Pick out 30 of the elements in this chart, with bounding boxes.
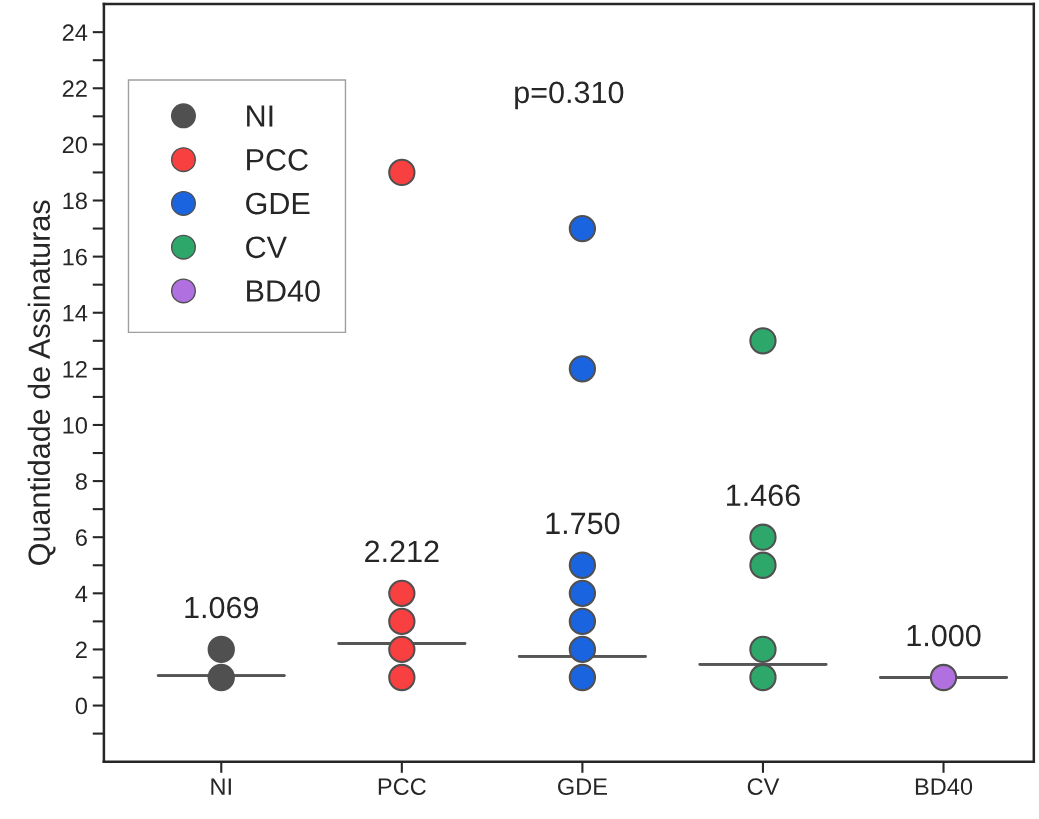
annotation: p=0.310 xyxy=(515,81,624,110)
text: 1.069 xyxy=(185,596,259,619)
legend-label: CV xyxy=(246,236,287,259)
y-tick-label: 14 xyxy=(63,305,88,322)
text: 1.750 xyxy=(546,512,620,535)
y-tick-label: 12 xyxy=(63,360,87,378)
y-tick-label: 24 xyxy=(62,24,88,41)
y-tick-label: 8 xyxy=(75,473,87,490)
x-tick-label: PCC xyxy=(378,778,426,795)
text: 1.000 xyxy=(907,624,981,647)
y-tick-label: 16 xyxy=(63,248,87,266)
legend-label: NI xyxy=(247,105,273,127)
y-tick-label: 18 xyxy=(63,192,87,210)
y-tick-label: 20 xyxy=(62,136,88,154)
y-axis-title: Quantidade de Assinaturas xyxy=(27,200,56,565)
legend-label: PCC xyxy=(247,148,308,171)
x-tick-label: BD40 xyxy=(915,778,973,795)
y-tick-label: 6 xyxy=(76,529,87,546)
x-tick-label: GDE xyxy=(558,778,607,795)
y-tick-label: 22 xyxy=(62,80,87,97)
x-tick-label: NI xyxy=(211,778,231,795)
x-tick-label: CV xyxy=(747,778,780,795)
y-tick-label: 0 xyxy=(75,697,88,715)
text: 1.466 xyxy=(727,484,800,507)
y-tick-label: 2 xyxy=(75,641,87,658)
legend-label: GDE xyxy=(246,192,310,215)
text: 2.212 xyxy=(365,540,439,562)
legend-label: BD40 xyxy=(247,280,320,302)
y-tick-label: 4 xyxy=(75,585,88,602)
y-tick-label: 10 xyxy=(63,417,88,434)
